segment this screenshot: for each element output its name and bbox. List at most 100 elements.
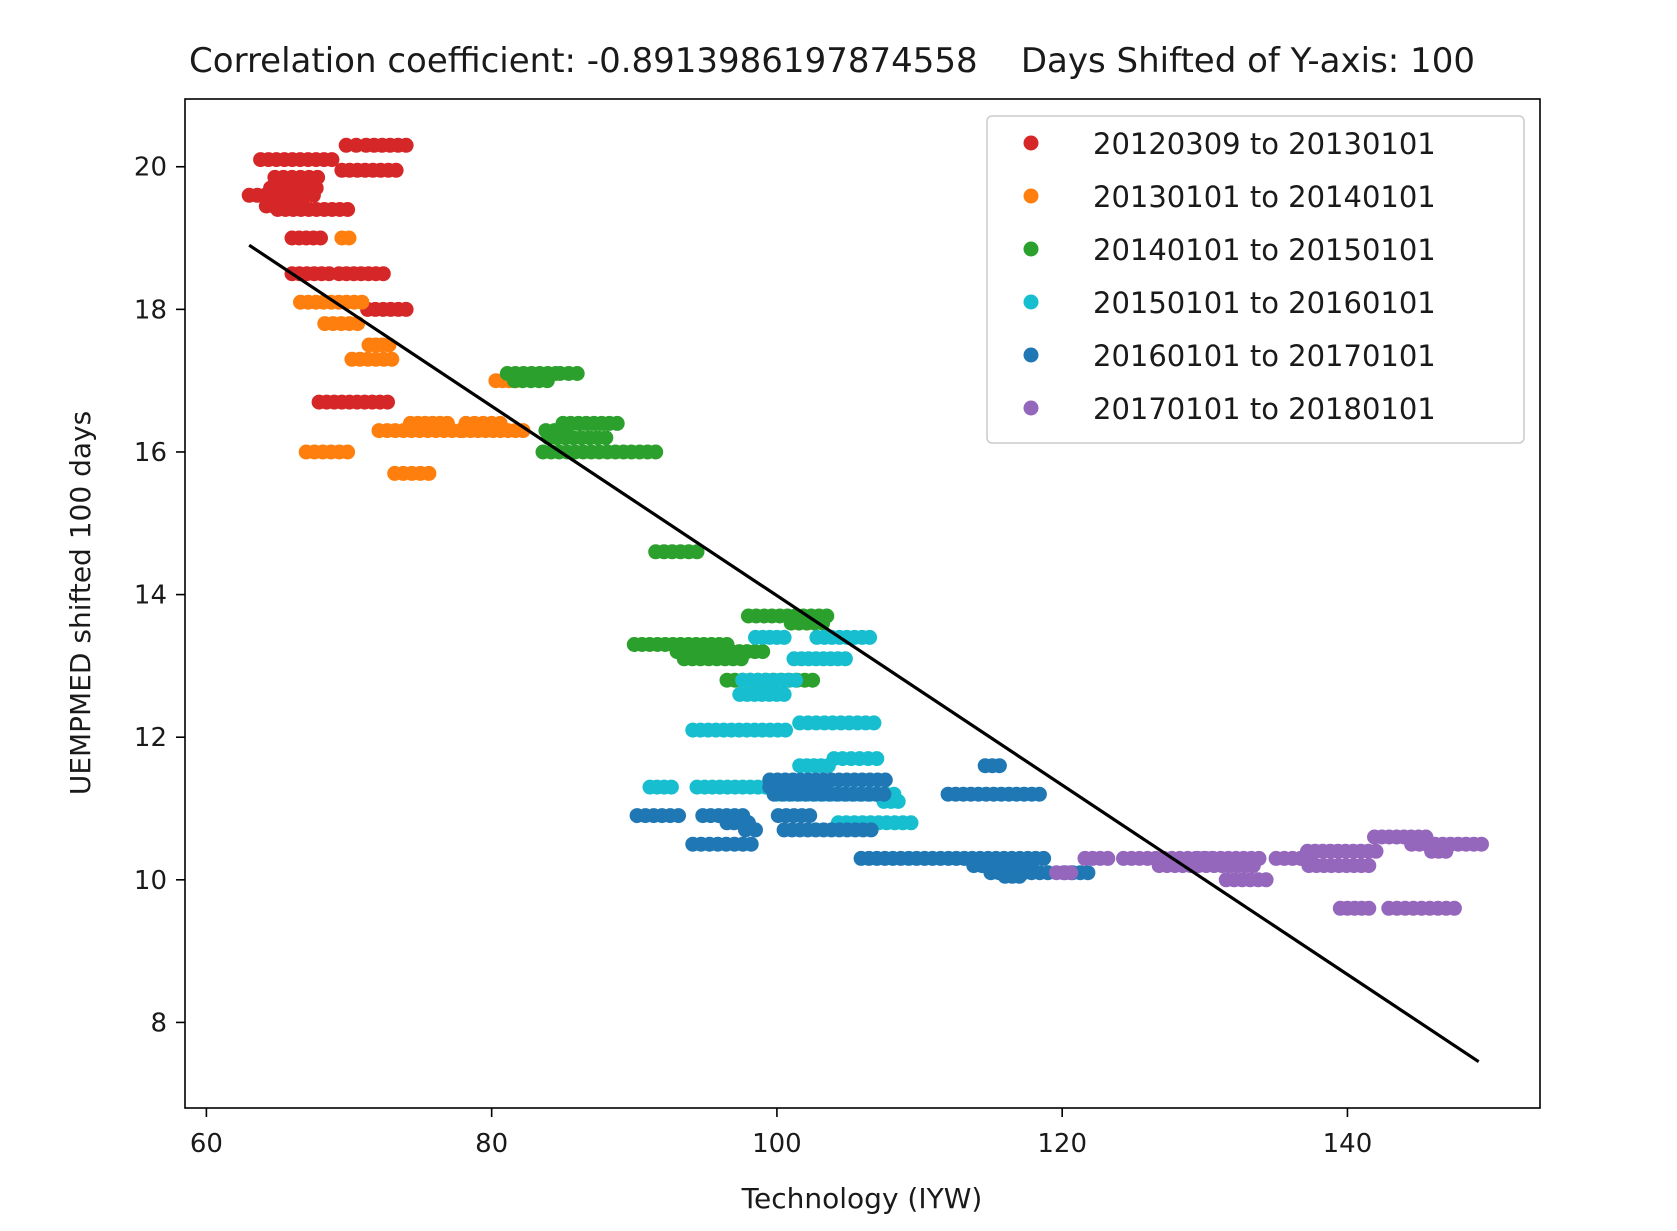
data-point xyxy=(869,751,885,767)
legend-marker xyxy=(1023,188,1039,204)
x-tick-label: 140 xyxy=(1323,1129,1373,1159)
data-marks xyxy=(241,137,1489,1063)
data-point xyxy=(837,651,853,667)
data-point xyxy=(1438,843,1454,859)
series-6-points xyxy=(1049,829,1489,916)
legend-item: 20140101 to 20150101 xyxy=(1023,233,1436,267)
data-point xyxy=(1031,786,1047,802)
legend-label: 20120309 to 20130101 xyxy=(1093,127,1436,161)
data-point xyxy=(398,301,414,317)
data-point xyxy=(820,758,836,774)
data-point xyxy=(341,230,357,246)
data-point xyxy=(663,779,679,795)
series-3-points xyxy=(499,366,835,688)
legend-label: 20150101 to 20160101 xyxy=(1093,286,1436,320)
data-point xyxy=(1251,850,1267,866)
data-point xyxy=(609,415,625,431)
y-axis: 8 10 12 14 16 18 20 xyxy=(134,153,185,1038)
data-point xyxy=(733,651,749,667)
x-tick-label: 100 xyxy=(752,1129,802,1159)
legend-label: 20160101 to 20170101 xyxy=(1093,339,1436,373)
legend-item: 20170101 to 20180101 xyxy=(1023,392,1436,426)
data-point xyxy=(991,758,1007,774)
x-axis: 60 80 100 120 140 xyxy=(190,1108,1372,1159)
data-point xyxy=(1100,850,1116,866)
data-point xyxy=(866,715,882,731)
y-tick-label: 18 xyxy=(134,295,167,325)
data-point xyxy=(515,423,531,439)
y-tick-label: 12 xyxy=(134,723,167,753)
legend-marker xyxy=(1023,135,1039,151)
data-point xyxy=(1361,900,1377,916)
plot-frame xyxy=(184,98,1541,1109)
data-point xyxy=(1368,843,1384,859)
series-5-points xyxy=(629,758,1096,884)
data-point xyxy=(1036,850,1052,866)
y-tick-label: 8 xyxy=(150,1008,167,1038)
x-tick-label: 120 xyxy=(1037,1129,1087,1159)
legend-item: 20160101 to 20170101 xyxy=(1023,339,1436,373)
data-point xyxy=(1258,872,1274,888)
data-point xyxy=(863,822,879,838)
y-tick-label: 16 xyxy=(134,438,167,468)
data-point xyxy=(439,415,455,431)
data-point xyxy=(388,162,404,178)
legend-label: 20170101 to 20180101 xyxy=(1093,392,1436,426)
data-point xyxy=(1011,868,1027,884)
legend-marker xyxy=(1023,241,1039,257)
regression-line xyxy=(248,243,1480,1063)
data-point xyxy=(776,629,792,645)
data-point xyxy=(380,394,395,410)
data-point xyxy=(802,808,818,824)
data-point xyxy=(755,644,771,660)
data-point xyxy=(555,423,571,439)
data-point xyxy=(569,366,585,381)
legend-marker xyxy=(1023,294,1039,310)
legend-marker xyxy=(1023,347,1039,363)
y-tick-label: 10 xyxy=(134,866,167,896)
chart-title: Correlation coefficient: -0.891398619787… xyxy=(189,41,1475,81)
legend-marker xyxy=(1023,400,1039,416)
y-tick-label: 20 xyxy=(134,153,167,183)
x-axis-label: Technology (IYW) xyxy=(741,1182,983,1215)
data-point xyxy=(1446,900,1462,916)
x-tick-label: 60 xyxy=(190,1129,223,1159)
data-point xyxy=(1361,858,1377,874)
y-axis-label: UEMPMED shifted 100 days xyxy=(64,411,97,795)
data-point xyxy=(305,187,321,203)
legend-item: 20120309 to 20130101 xyxy=(1023,127,1436,161)
data-point xyxy=(398,137,414,153)
data-point xyxy=(877,772,893,788)
data-point xyxy=(1063,865,1079,881)
legend-label: 20140101 to 20150101 xyxy=(1093,233,1436,267)
data-point xyxy=(421,465,437,481)
data-point xyxy=(876,786,892,802)
data-point xyxy=(340,202,356,217)
data-point xyxy=(862,629,878,645)
series-1-points xyxy=(241,137,414,410)
data-point xyxy=(778,722,793,738)
data-point xyxy=(648,444,664,460)
legend-label: 20130101 to 20140101 xyxy=(1093,180,1436,214)
data-point xyxy=(375,266,391,282)
y-tick-label: 14 xyxy=(134,581,167,611)
legend: 20120309 to 20130101 20130101 to 20140101… xyxy=(986,115,1525,444)
x-tick-label: 80 xyxy=(475,1129,508,1159)
legend-item: 20130101 to 20140101 xyxy=(1023,180,1436,214)
data-point xyxy=(313,230,328,246)
series-2-points xyxy=(293,230,531,481)
data-point xyxy=(743,836,759,852)
data-point xyxy=(903,815,919,831)
data-point xyxy=(671,808,686,824)
data-point xyxy=(324,152,340,168)
data-point xyxy=(788,672,803,688)
data-point xyxy=(776,686,792,702)
data-point xyxy=(748,822,763,838)
legend-item: 20150101 to 20160101 xyxy=(1023,286,1436,320)
data-point xyxy=(539,373,555,389)
legend-frame xyxy=(986,115,1525,444)
data-point xyxy=(689,544,705,560)
data-point xyxy=(384,351,400,367)
data-point xyxy=(354,294,370,310)
